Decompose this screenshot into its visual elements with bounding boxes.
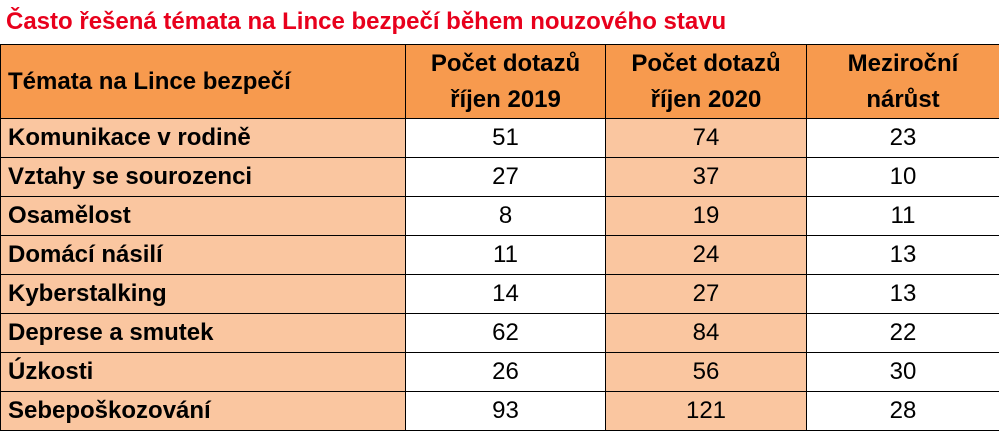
table-row: Sebepoškozování 93 121 28 — [0, 391, 999, 431]
header-count-2020: Počet dotazů říjen 2020 — [605, 44, 807, 119]
growth-cell: 10 — [806, 157, 999, 197]
count-2020-cell: 37 — [605, 157, 807, 197]
table-row: Deprese a smutek 62 84 22 — [0, 313, 999, 353]
growth-cell: 28 — [806, 391, 999, 431]
count-2019-cell: 8 — [405, 196, 606, 236]
count-2019-cell: 51 — [405, 118, 606, 158]
table-header-row: Témata na Lince bezpečí Počet dotazů říj… — [0, 44, 999, 119]
count-2020-cell: 27 — [605, 274, 807, 314]
table-row: Vztahy se sourozenci 27 37 10 — [0, 157, 999, 197]
count-2019-cell: 62 — [405, 313, 606, 353]
count-2019-cell: 14 — [405, 274, 606, 314]
table-row: Domácí násilí 11 24 13 — [0, 235, 999, 275]
header-count-2019: Počet dotazů říjen 2019 — [405, 44, 606, 119]
header-count-2020-line1: Počet dotazů — [631, 49, 781, 77]
count-2020-cell: 24 — [605, 235, 807, 275]
count-2020-cell: 19 — [605, 196, 807, 236]
header-count-2019-line2: říjen 2019 — [450, 85, 561, 113]
growth-cell: 30 — [806, 352, 999, 392]
table-row: Komunikace v rodině 51 74 23 — [0, 118, 999, 158]
table-row: Osamělost 8 19 11 — [0, 196, 999, 236]
topic-cell: Úzkosti — [0, 352, 406, 392]
growth-cell: 11 — [806, 196, 999, 236]
table-row: Úzkosti 26 56 30 — [0, 352, 999, 392]
count-2019-cell: 26 — [405, 352, 606, 392]
growth-cell: 23 — [806, 118, 999, 158]
count-2020-cell: 74 — [605, 118, 807, 158]
topics-table: Témata na Lince bezpečí Počet dotazů říj… — [0, 44, 999, 431]
topic-cell: Kyberstalking — [0, 274, 406, 314]
topic-cell: Osamělost — [0, 196, 406, 236]
header-topic: Témata na Lince bezpečí — [0, 44, 406, 119]
header-count-2020-line2: říjen 2020 — [650, 85, 762, 113]
topic-cell: Domácí násilí — [0, 235, 406, 275]
count-2020-cell: 84 — [605, 313, 807, 353]
topic-cell: Sebepoškozování — [0, 391, 406, 431]
count-2019-cell: 93 — [405, 391, 606, 431]
growth-cell: 22 — [806, 313, 999, 353]
growth-cell: 13 — [806, 235, 999, 275]
growth-cell: 13 — [806, 274, 999, 314]
page-title: Často řešená témata na Lince bezpečí běh… — [6, 8, 727, 35]
count-2020-cell: 56 — [605, 352, 807, 392]
topic-cell: Vztahy se sourozenci — [0, 157, 406, 197]
header-growth-line1: Meziroční — [847, 49, 959, 77]
table-row: Kyberstalking 14 27 13 — [0, 274, 999, 314]
header-growth: Meziroční nárůst — [806, 44, 999, 119]
count-2019-cell: 27 — [405, 157, 606, 197]
header-count-2019-line1: Počet dotazů — [430, 49, 581, 77]
topic-cell: Deprese a smutek — [0, 313, 406, 353]
count-2020-cell: 121 — [605, 391, 807, 431]
header-growth-line2: nárůst — [866, 85, 940, 113]
count-2019-cell: 11 — [405, 235, 606, 275]
topic-cell: Komunikace v rodině — [0, 118, 406, 158]
